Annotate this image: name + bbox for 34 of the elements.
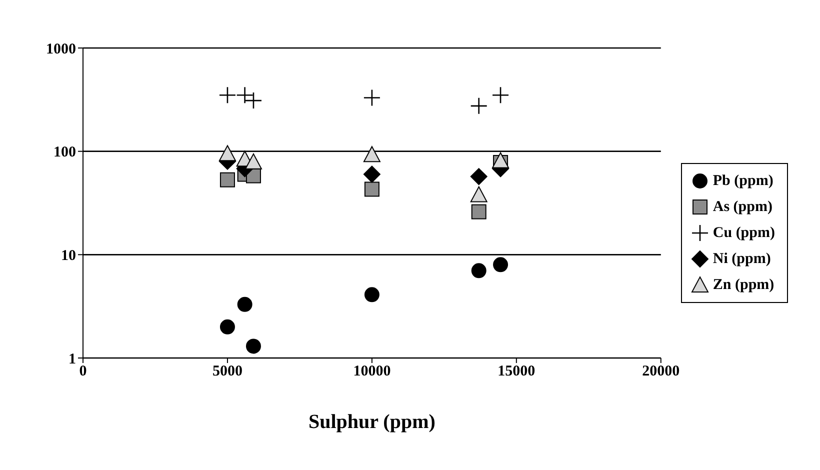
y-tick-label: 1: [68, 351, 76, 368]
point: [470, 97, 488, 115]
point: [363, 89, 381, 106]
legend-label: Cu (ppm): [712, 224, 775, 242]
point: [470, 168, 488, 186]
point: [220, 319, 235, 334]
point: [220, 172, 235, 188]
legend-label: As (ppm): [712, 198, 772, 216]
point: [244, 153, 262, 170]
x-tick-label: 5000: [212, 364, 242, 380]
x-tick-label: 10000: [353, 364, 391, 380]
x-axis-title: Sulphur (ppm): [308, 411, 436, 433]
point: [471, 204, 486, 220]
y-tick-label: 1000: [46, 41, 76, 58]
point: [218, 145, 236, 162]
point: [218, 86, 236, 104]
legend-label: Pb (ppm): [712, 172, 774, 190]
x-tick-label: 15000: [498, 364, 536, 380]
point: [237, 296, 252, 312]
point: [471, 263, 486, 278]
y-tick-label: 100: [54, 144, 76, 161]
x-tick-label: 20000: [642, 364, 680, 380]
point: [364, 182, 380, 197]
point: [363, 166, 380, 183]
x-tick-label: 0: [79, 364, 87, 380]
legend-label: Ni (ppm): [712, 250, 771, 268]
point: [363, 146, 380, 162]
point: [470, 186, 488, 202]
point: [364, 287, 380, 302]
y-tick-label: 10: [61, 248, 76, 264]
point: [493, 257, 508, 272]
legend-label: Zn (ppm): [712, 276, 774, 294]
point: [492, 86, 510, 104]
point: [246, 338, 261, 354]
